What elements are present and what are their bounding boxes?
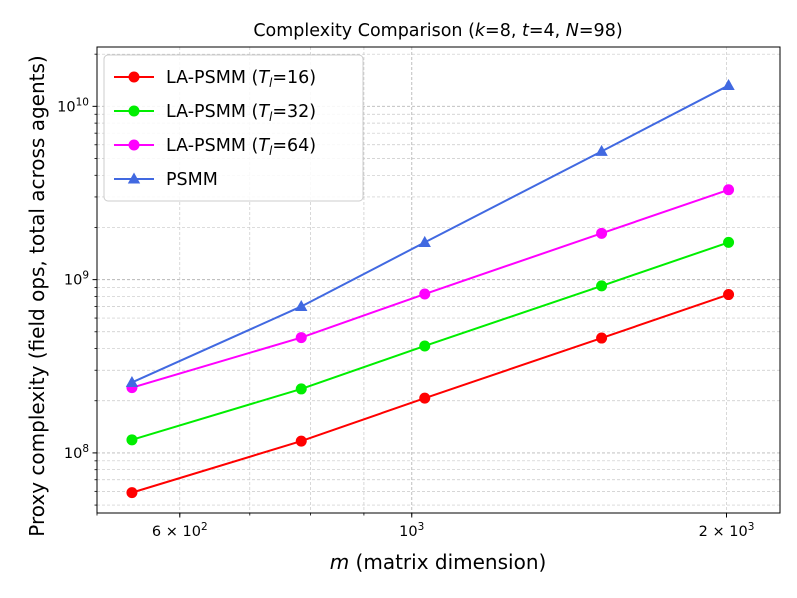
- data-point: [126, 487, 138, 499]
- legend-entry: LA-PSMM (Tl=32): [114, 102, 316, 124]
- y-axis-label: Proxy complexity (field ops, total acros…: [25, 55, 49, 536]
- data-point: [125, 375, 139, 388]
- data-point: [723, 236, 735, 248]
- series-line: [131, 293, 729, 494]
- legend-label: LA-PSMM (Tl=16): [166, 68, 316, 90]
- series-1: [126, 236, 735, 446]
- x-tick-label: 103: [399, 521, 424, 540]
- legend-marker: [128, 105, 140, 117]
- legend-marker: [127, 172, 141, 184]
- legend-box: [103, 54, 364, 202]
- legend-label: LA-PSMM (Tl=64): [166, 136, 316, 158]
- legend: LA-PSMM (Tl=16) LA-PSMM (Tl=32) LA-PSMM (T…: [103, 54, 364, 202]
- data-point: [295, 435, 307, 447]
- data-point: [722, 78, 735, 90]
- axes: 108 109 1010 6 × 102 103 2 × 103: [57, 46, 781, 540]
- legend-label: PSMM: [166, 170, 218, 190]
- series-2: [126, 184, 735, 394]
- legend-entry: LA-PSMM (Tl=64): [114, 136, 316, 158]
- y-tick-label: 108: [64, 443, 89, 462]
- data-point: [295, 383, 307, 395]
- series-line: [131, 241, 729, 441]
- data-point: [418, 235, 431, 247]
- grid: [96, 47, 780, 513]
- data-point: [723, 184, 735, 196]
- data-point: [419, 288, 431, 300]
- legend-entry: LA-PSMM (Tl=16): [114, 68, 316, 90]
- legend-label: LA-PSMM (Tl=32): [166, 102, 316, 124]
- data-point: [723, 289, 735, 301]
- data-point: [596, 280, 608, 292]
- data-point: [419, 392, 431, 404]
- data-point: [295, 299, 308, 312]
- series-0: [126, 289, 735, 499]
- series-3: [125, 78, 735, 388]
- data-point: [419, 340, 431, 352]
- data-point: [295, 332, 307, 344]
- y-tick-label: 1010: [57, 96, 89, 115]
- data-point: [126, 434, 138, 446]
- series-line: [131, 188, 729, 389]
- legend-marker: [128, 71, 140, 83]
- chart-title: Complexity Comparison (k=8, t=4, N=98): [253, 21, 622, 41]
- series-layer: [125, 78, 735, 499]
- x-tick-label: 2 × 103: [699, 521, 755, 540]
- legend-marker: [128, 139, 140, 151]
- data-point: [595, 144, 608, 156]
- x-axis-label: m (matrix dimension): [330, 550, 547, 574]
- y-tick-label: 109: [64, 270, 89, 289]
- data-point: [596, 332, 608, 344]
- data-point: [596, 227, 608, 239]
- x-tick-label: 6 × 102: [152, 521, 208, 540]
- legend-entry: PSMM: [114, 170, 218, 190]
